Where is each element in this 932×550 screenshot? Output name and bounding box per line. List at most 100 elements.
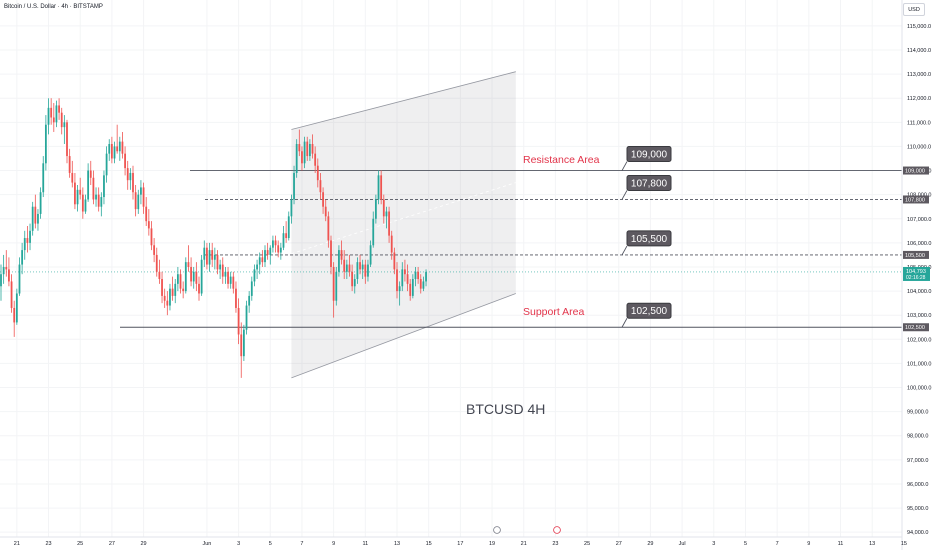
time-axis[interactable]: 21 23 25 27 29 Jun 3 5 7 9 11 13 15 17 19 21 23 25 27 29 Jul… (0, 536, 907, 547)
candle-body (187, 262, 190, 267)
candle-body (103, 175, 105, 198)
candle-body (190, 266, 192, 282)
candle-body (113, 146, 116, 159)
price-axis-level-label: 107,800 (905, 197, 925, 203)
candle-body (124, 153, 126, 169)
price-axis[interactable]: 94,000.0 95,000.0 96,000.0 97,000.0 98,000.0… (901, 0, 932, 550)
candle-body (145, 206, 148, 222)
time-tick-label: 17 (457, 541, 463, 547)
candle-body (166, 300, 169, 306)
candle-body (55, 105, 58, 123)
candle-body (306, 141, 309, 157)
candle-body (237, 307, 240, 335)
time-tick-label: 21 (14, 541, 20, 547)
time-tick-label: Jun (202, 541, 211, 547)
candle-body (369, 245, 372, 265)
symbol-title[interactable]: Bitcoin / U.S. Dollar · 4h · BITSTAMP (4, 4, 103, 10)
candle-body (348, 264, 351, 272)
price-tick-label: 107,000.0 (907, 217, 931, 223)
candle-body (401, 269, 404, 287)
candle-body (374, 199, 377, 219)
candle-body (18, 264, 21, 294)
event-markers (493, 526, 561, 534)
time-tick-label: 7 (776, 541, 779, 547)
candle-body (171, 288, 174, 296)
currency-badge[interactable]: USD (903, 3, 925, 16)
candle-body (253, 269, 256, 282)
candle-body (44, 124, 47, 164)
candle-body (60, 112, 63, 128)
candle-body (182, 288, 185, 292)
time-tick-label: 21 (521, 541, 527, 547)
candle-body (81, 194, 84, 212)
price-tick-label: 110,000.0 (907, 144, 931, 150)
candles (0, 98, 427, 378)
candle-body (332, 266, 335, 301)
candle-body (261, 257, 264, 263)
candle-body (298, 144, 301, 152)
candle-body (208, 250, 211, 265)
price-tick-label: 94,000.0 (907, 530, 928, 536)
candle-body (372, 218, 375, 246)
candle-body (129, 172, 132, 181)
candle-body (419, 279, 422, 289)
last-price-label: 104,793 (906, 269, 926, 275)
chart-title: BTCUSD 4H (466, 401, 545, 417)
price-channel (291, 71, 516, 379)
candle-body (66, 122, 68, 157)
candle-body (308, 144, 311, 157)
candle-body (200, 259, 203, 294)
level-callouts: 109,000 107,800 105,500 102,500 (621, 146, 672, 328)
candle-body (23, 238, 26, 251)
countdown-label: 02:16:28 (906, 275, 926, 281)
candle-body (393, 252, 396, 270)
candle-body (47, 107, 50, 125)
candle-body (242, 329, 245, 357)
candle-body (89, 170, 92, 178)
price-levels (0, 170, 902, 328)
price-tick-label: 112,000.0 (907, 96, 931, 102)
candle-body (359, 262, 361, 270)
candle-body (39, 192, 42, 214)
candle-body (295, 144, 298, 173)
candle-body (277, 245, 280, 253)
candle-body (335, 271, 338, 301)
candle-body (272, 240, 274, 248)
candle-body (198, 283, 200, 294)
candle-body (116, 146, 119, 152)
candle-body (79, 189, 82, 195)
candle-body (414, 271, 417, 280)
candle-body (110, 144, 113, 159)
price-tick-label: 96,000.0 (907, 482, 928, 488)
candle-body (390, 235, 393, 253)
candle-body (290, 199, 293, 217)
candle-body (385, 211, 388, 217)
candle-body (34, 206, 37, 224)
candle-body (227, 271, 229, 284)
candle-body (287, 216, 290, 239)
candle-body (84, 199, 87, 212)
candle-body (179, 274, 182, 289)
candle-body (150, 228, 153, 246)
candle-body (10, 281, 13, 308)
candle-body (330, 240, 332, 267)
candle-body (364, 264, 367, 277)
candle-body (137, 194, 140, 210)
resistance-annotation: Resistance Area (523, 154, 600, 166)
candle-body (250, 281, 253, 296)
candle-body (216, 254, 219, 270)
candle-body (192, 271, 195, 282)
candle-body (221, 264, 224, 277)
price-tick-label: 106,000.0 (907, 241, 931, 247)
candle-body (269, 247, 272, 255)
time-tick-label: 15 (901, 541, 907, 547)
candle-body (203, 247, 206, 260)
candle-body (26, 238, 29, 243)
candle-body (169, 288, 171, 306)
callout-box (626, 302, 672, 319)
candle-body (311, 144, 314, 154)
time-tick-label: 15 (426, 541, 432, 547)
time-tick-label: 27 (109, 541, 115, 547)
candle-body (232, 276, 235, 289)
